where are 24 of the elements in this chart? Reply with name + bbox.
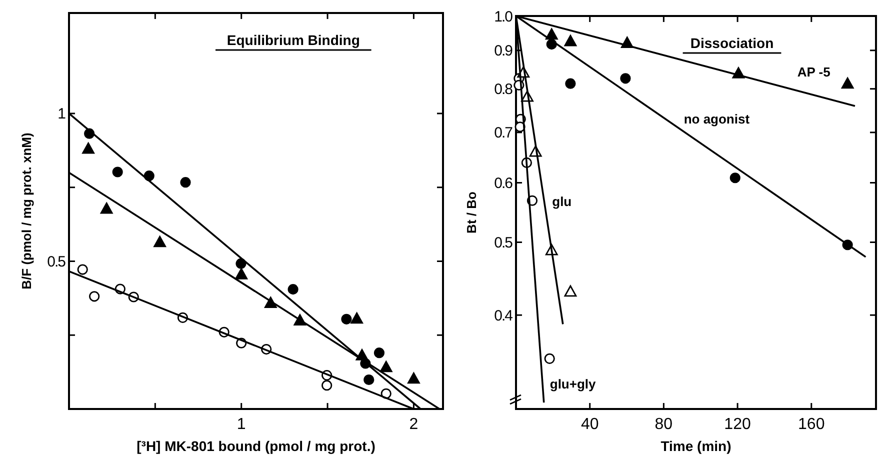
x-axis-title: Time (min) (660, 438, 732, 454)
y-tick-label: 0.9 (494, 42, 513, 60)
x-axis-title: [³H] MK-801 bound (pmol / mg prot.) (136, 438, 376, 454)
series-label: no agonist (684, 112, 750, 127)
y-tick-label: 1.0 (494, 8, 513, 26)
y-tick-label: 0.7 (494, 124, 513, 142)
x-tick-label: 2 (409, 416, 418, 433)
y-tick-label: 0.5 (494, 234, 513, 252)
y-axis-title: B/F (pmol / mg prot. xnM) (19, 132, 34, 290)
text: Equilibrium Binding (226, 32, 360, 48)
x-tick-label: 1 (236, 416, 246, 433)
y-tick-label: 0.4 (494, 307, 513, 324)
y-axis-title: Bt / Bo (464, 192, 479, 234)
series-label: glu (552, 194, 572, 209)
x-tick-label: 160 (798, 416, 825, 433)
x-tick-label: 120 (724, 416, 751, 433)
text: Dissociation (690, 35, 774, 51)
x-tick-label: 80 (654, 416, 673, 433)
series-label: AP -5 (797, 64, 830, 80)
y-tick-label: 0.6 (494, 174, 513, 192)
x-tick-label: 40 (580, 416, 599, 433)
y-tick-label: 0.5 (47, 253, 66, 270)
y-tick-label: 0.8 (494, 81, 513, 98)
series-label: glu+gly (550, 376, 597, 392)
